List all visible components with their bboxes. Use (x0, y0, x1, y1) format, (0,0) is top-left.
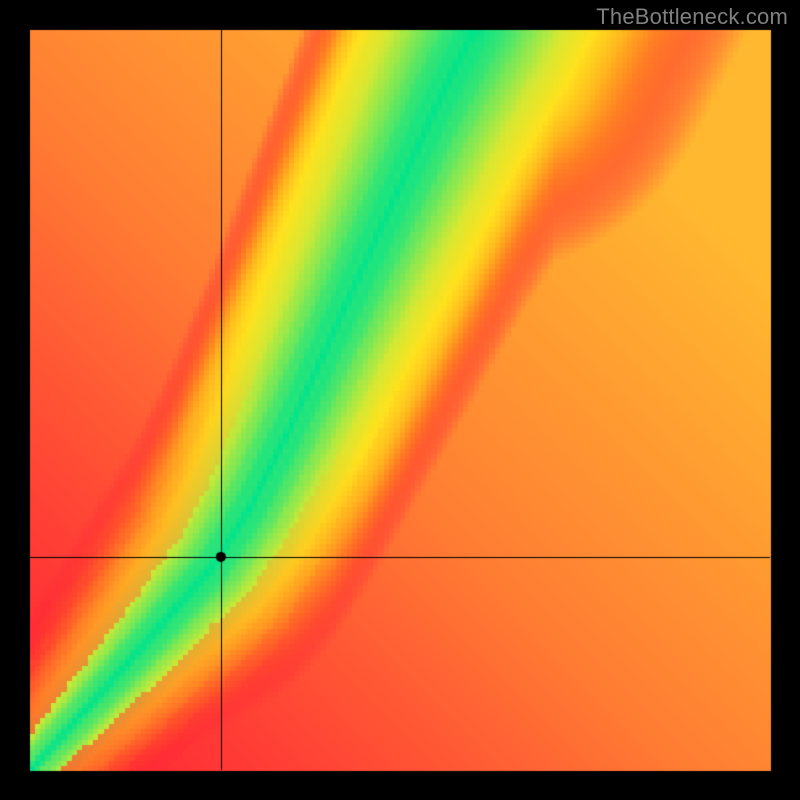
watermark-text: TheBottleneck.com (596, 4, 788, 30)
bottleneck-heatmap (0, 0, 800, 800)
